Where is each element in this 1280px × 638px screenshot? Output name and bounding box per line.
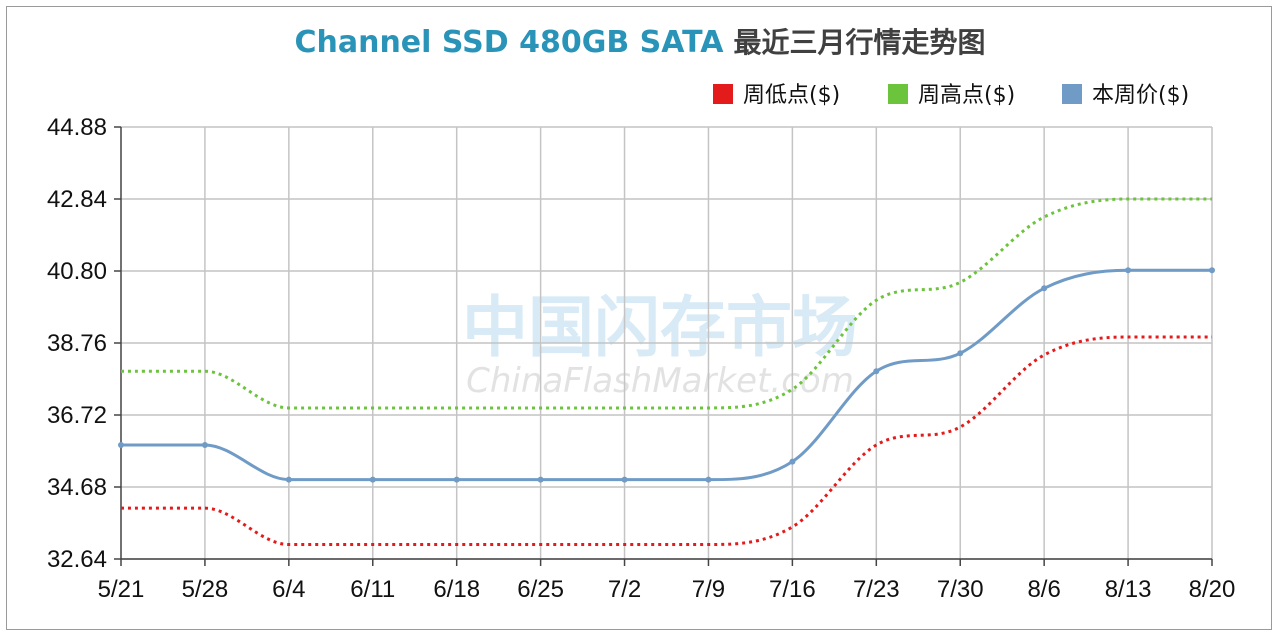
series-lines <box>118 197 1215 547</box>
y-tick-label: 44.88 <box>47 114 107 141</box>
legend-swatch <box>888 84 908 104</box>
grid <box>121 126 1213 560</box>
data-point <box>1125 267 1132 274</box>
series-line <box>121 197 1212 410</box>
x-tick-label: 8/13 <box>1105 576 1152 603</box>
chart-frame <box>6 6 1272 630</box>
legend-label: 周低点($) <box>743 83 840 108</box>
x-tick-label: 5/21 <box>98 576 145 603</box>
x-tick-label: 7/23 <box>853 576 900 603</box>
x-tick-label: 7/16 <box>769 576 816 603</box>
data-point <box>285 476 292 483</box>
x-tick-label: 6/4 <box>272 576 305 603</box>
x-tick-label: 8/6 <box>1027 576 1060 603</box>
chart-title: Channel SSD 480GB SATA 最近三月行情走势图 <box>294 25 985 60</box>
data-point <box>705 476 712 483</box>
x-tick-label: 6/25 <box>517 576 564 603</box>
y-tick-label: 42.84 <box>47 186 107 213</box>
data-point <box>1209 267 1215 274</box>
y-tick-label: 36.72 <box>47 402 107 429</box>
data-point <box>118 442 124 448</box>
legend-label: 周高点($) <box>918 83 1015 108</box>
legend: 周低点($) 周高点($) 本周价($) <box>713 83 1189 108</box>
x-tick-label: 6/11 <box>350 576 395 603</box>
y-tick-label: 40.80 <box>47 258 107 285</box>
y-tick-label: 34.68 <box>47 474 107 501</box>
series-line <box>121 268 1212 482</box>
x-tick-label: 7/2 <box>608 576 641 603</box>
data-point <box>957 350 964 357</box>
data-point <box>201 442 208 448</box>
data-point <box>873 368 880 375</box>
watermark-en: ChinaFlashMarket.com <box>466 361 854 401</box>
y-tick-label: 32.64 <box>47 546 107 573</box>
series-0 <box>120 335 1212 547</box>
series-line <box>120 335 1212 547</box>
data-point <box>369 476 376 483</box>
x-tick-label: 5/28 <box>182 576 229 603</box>
legend-swatch <box>1062 84 1082 104</box>
data-point <box>1041 285 1048 292</box>
watermark-cn: 中国闪存市场 <box>462 289 858 366</box>
series-1 <box>121 197 1212 410</box>
data-point <box>789 458 796 465</box>
series-2 <box>118 267 1215 483</box>
x-tick-label: 8/20 <box>1189 576 1236 603</box>
data-point <box>621 476 628 483</box>
x-tick-label: 7/30 <box>937 576 984 603</box>
x-tick-label: 7/9 <box>692 576 725 603</box>
axes: 32.64 34.68 36.72 38.76 40.80 42.84 44.88 5/21 5… <box>47 114 1235 603</box>
x-tick-label: 6/18 <box>433 576 480 603</box>
data-point <box>453 476 460 483</box>
y-tick-label: 38.76 <box>47 330 107 357</box>
data-point <box>537 476 544 483</box>
legend-label: 本周价($) <box>1092 83 1189 108</box>
legend-swatch <box>713 84 733 104</box>
